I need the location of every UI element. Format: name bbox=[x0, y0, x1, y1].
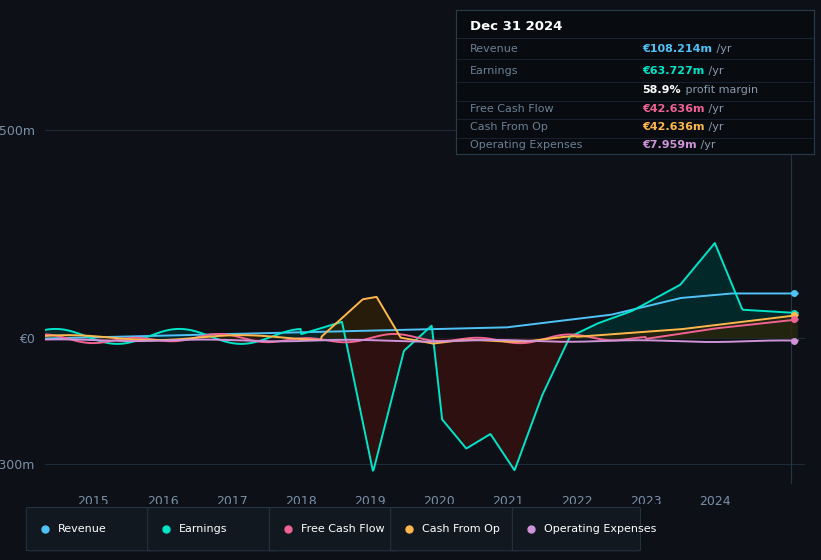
FancyBboxPatch shape bbox=[148, 507, 276, 551]
FancyBboxPatch shape bbox=[269, 507, 397, 551]
Text: /yr: /yr bbox=[705, 122, 724, 132]
FancyBboxPatch shape bbox=[26, 507, 154, 551]
Text: Free Cash Flow: Free Cash Flow bbox=[300, 524, 384, 534]
FancyBboxPatch shape bbox=[391, 507, 519, 551]
Text: 58.9%: 58.9% bbox=[642, 85, 681, 95]
Text: Revenue: Revenue bbox=[470, 44, 519, 54]
Text: /yr: /yr bbox=[698, 139, 716, 150]
Text: Free Cash Flow: Free Cash Flow bbox=[470, 104, 553, 114]
Text: Earnings: Earnings bbox=[470, 66, 519, 76]
Text: Operating Expenses: Operating Expenses bbox=[544, 524, 656, 534]
Text: Revenue: Revenue bbox=[57, 524, 107, 534]
Text: /yr: /yr bbox=[705, 66, 724, 76]
Text: /yr: /yr bbox=[705, 104, 724, 114]
Text: €108.214m: €108.214m bbox=[642, 44, 713, 54]
Text: €42.636m: €42.636m bbox=[642, 122, 704, 132]
Text: profit margin: profit margin bbox=[681, 85, 758, 95]
Text: €42.636m: €42.636m bbox=[642, 104, 704, 114]
Text: Dec 31 2024: Dec 31 2024 bbox=[470, 20, 562, 32]
Text: Operating Expenses: Operating Expenses bbox=[470, 139, 582, 150]
Text: Earnings: Earnings bbox=[179, 524, 227, 534]
Text: €7.959m: €7.959m bbox=[642, 139, 697, 150]
Text: /yr: /yr bbox=[713, 44, 732, 54]
Text: €63.727m: €63.727m bbox=[642, 66, 704, 76]
FancyBboxPatch shape bbox=[512, 507, 640, 551]
Text: Cash From Op: Cash From Op bbox=[470, 122, 548, 132]
Text: Cash From Op: Cash From Op bbox=[422, 524, 500, 534]
